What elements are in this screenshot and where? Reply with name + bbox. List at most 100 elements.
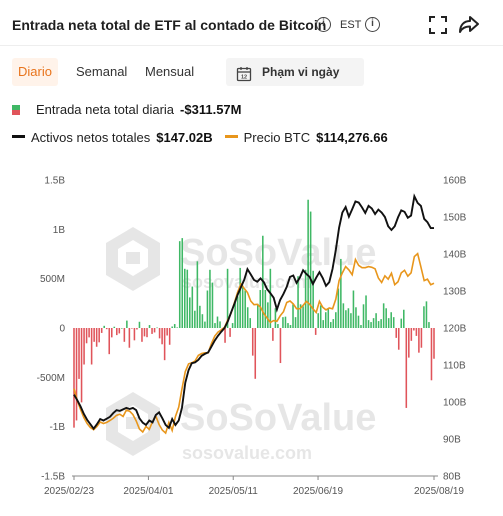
flow-bar — [163, 328, 166, 361]
flow-bar — [357, 315, 360, 328]
flow-bar — [355, 307, 357, 328]
flow-bar — [297, 276, 299, 328]
legend-daily-flow[interactable]: Entrada neta total diaria -$311.57M — [12, 100, 241, 120]
right-tick-label: 120B — [443, 324, 467, 335]
left-tick-label: -1.5B — [41, 472, 65, 483]
tab-daily[interactable]: Diario — [12, 58, 58, 86]
flow-bar — [397, 328, 400, 350]
flow-bar — [183, 268, 186, 328]
flow-bar — [264, 290, 267, 328]
etf-flow-chart: SoSoValue sosovalue.com SoSoValue sosova… — [37, 176, 467, 498]
share-icon[interactable] — [457, 13, 481, 37]
flow-bar — [209, 269, 211, 328]
flow-bar — [214, 323, 216, 328]
flow-bar — [257, 303, 259, 328]
date-range-label: Phạm vi ngày — [262, 65, 340, 79]
flow-bar — [126, 320, 128, 328]
watermark: SoSoValue sosovalue.com SoSoValue sosova… — [106, 227, 376, 463]
flow-bar — [324, 312, 327, 328]
flow-bar — [317, 313, 319, 328]
flow-bar — [118, 328, 121, 334]
flow-bar — [236, 296, 239, 328]
flow-bar — [392, 317, 395, 328]
flow-bar — [370, 322, 372, 328]
flow-bar — [387, 318, 390, 328]
timezone-label[interactable]: EST — [340, 19, 362, 31]
flow-bar — [372, 318, 375, 328]
flow-bar — [335, 312, 337, 328]
flow-bar — [143, 328, 146, 337]
svg-text:12: 12 — [241, 75, 247, 81]
flow-bar — [100, 328, 103, 333]
watermark-logo-icon-2 — [106, 392, 160, 456]
flow-bar — [405, 328, 408, 408]
flow-bar — [403, 309, 405, 328]
flow-bar — [156, 327, 158, 329]
flow-bar — [330, 322, 332, 328]
tab-monthly[interactable]: Mensual — [145, 64, 195, 79]
flow-bar — [173, 324, 176, 328]
left-axis: 1.5B 1B 500M 0 -500M -1B -1.5B — [37, 176, 66, 483]
left-tick-label: 0 — [59, 324, 65, 335]
flow-bar — [153, 328, 156, 333]
info-icon[interactable]: i — [316, 17, 331, 32]
flow-bar — [337, 288, 340, 328]
legend-assets-swatch — [12, 135, 25, 138]
flow-bar — [277, 324, 279, 328]
x-tick-label: 2025/04/01 — [123, 486, 173, 497]
flow-bar — [267, 302, 269, 328]
flow-bar — [123, 328, 126, 342]
legend-price[interactable]: Precio BTC $114,276.66 — [224, 130, 388, 145]
flow-bar — [345, 310, 347, 328]
flow-bar — [226, 268, 229, 328]
flow-bar — [302, 306, 304, 328]
x-axis: 2025/02/23 2025/04/01 2025/05/11 2025/06/19… — [44, 476, 464, 497]
flow-bar — [166, 328, 168, 336]
flow-bar — [259, 290, 262, 328]
flow-bar — [319, 305, 322, 328]
flow-bar — [161, 328, 163, 345]
right-tick-label: 150B — [443, 213, 467, 224]
tab-weekly[interactable]: Semanal — [76, 64, 128, 79]
flow-bar — [73, 328, 75, 428]
flow-bar — [352, 290, 355, 328]
date-range-button[interactable]: 12 Phạm vi ngày — [226, 58, 364, 86]
flow-bar — [289, 325, 292, 328]
flow-bar — [327, 308, 330, 328]
x-tick-label: 2025/08/19 — [414, 486, 464, 497]
legend-flow-swatch — [12, 105, 20, 115]
flow-bar — [108, 328, 111, 355]
right-tick-label: 80B — [443, 472, 461, 483]
flow-bar — [410, 328, 413, 341]
legend-price-swatch — [224, 135, 238, 138]
flow-bar — [231, 323, 234, 328]
flow-bar — [244, 290, 246, 328]
chart-title: Entrada neta total de ETF al contado de … — [12, 17, 327, 33]
flow-bar — [133, 328, 136, 341]
flow-bar — [282, 317, 284, 328]
flow-bar — [75, 328, 78, 421]
legend-assets[interactable]: Activos netos totales $147.02B — [12, 130, 213, 145]
flow-bar — [138, 321, 141, 328]
chart-header: Entrada neta total de ETF al contado de … — [0, 0, 503, 46]
flow-bar — [105, 328, 108, 330]
flow-bar — [85, 328, 88, 344]
flow-bar — [309, 211, 312, 328]
flow-bar — [90, 328, 93, 365]
flow-bar — [88, 328, 90, 338]
flow-bar — [146, 328, 148, 338]
left-tick-label: 1.5B — [44, 176, 65, 187]
flow-bar — [216, 316, 219, 328]
timezone-info-icon[interactable]: i — [365, 17, 380, 32]
flow-bar — [239, 267, 241, 328]
flow-bar — [110, 328, 113, 338]
left-tick-label: 500M — [40, 274, 65, 285]
flow-bar — [287, 323, 289, 328]
flow-bar — [176, 327, 178, 329]
flow-bar — [385, 308, 387, 328]
flow-bar — [430, 328, 433, 381]
flow-bar — [181, 238, 184, 328]
flow-bar — [229, 328, 231, 337]
right-tick-label: 100B — [443, 398, 467, 409]
fullscreen-icon[interactable] — [426, 13, 450, 37]
